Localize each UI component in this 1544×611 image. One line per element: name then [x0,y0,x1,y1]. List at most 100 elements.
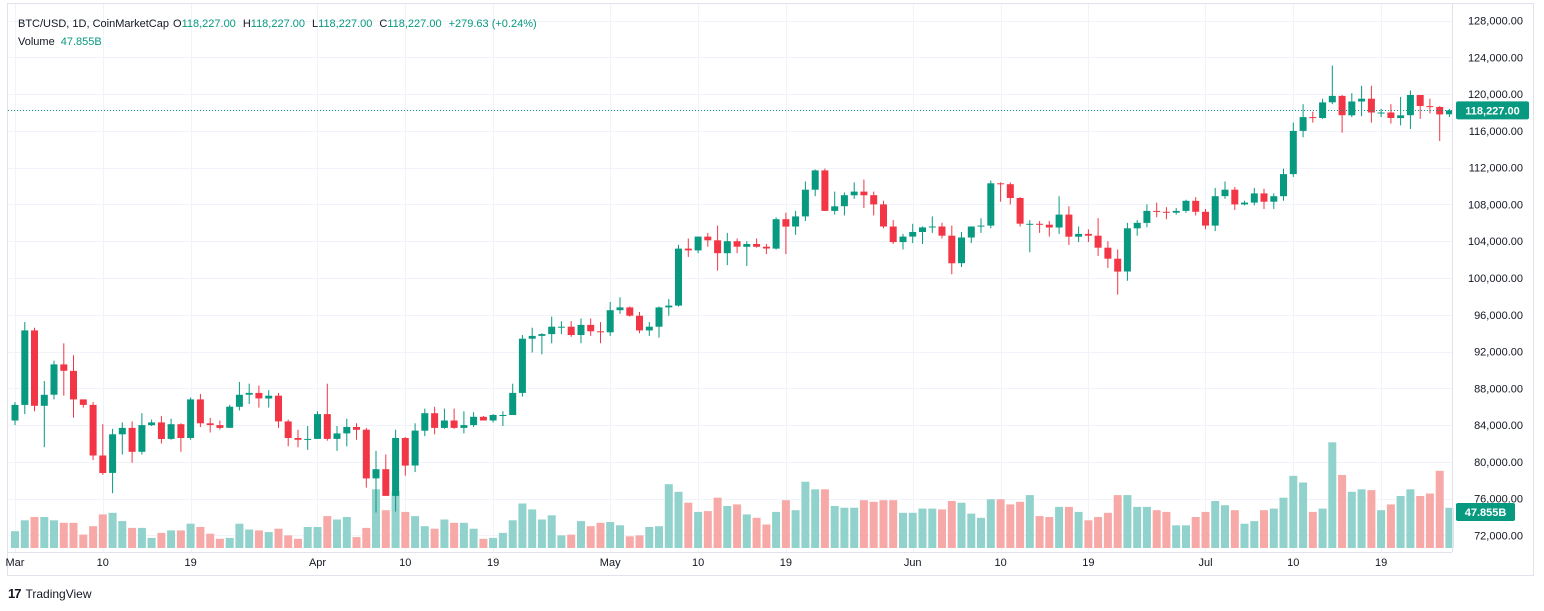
volume-bar [206,533,215,548]
volume-bar [440,519,449,548]
ohlc-legend: BTC/USD, 1D, CoinMarketCap O118,227.00 H11… [18,17,544,31]
volume-legend: Volume 47.855B [18,35,106,49]
candle [421,408,429,437]
volume-bar [479,538,488,548]
candle [294,429,302,448]
volume-bar [664,484,673,548]
candle [1133,220,1141,236]
candle-body [401,438,409,466]
candle [109,428,117,494]
close-key: C [379,18,388,30]
price-tick-label: 92,000.00 [1474,347,1523,359]
volume-bar [1367,490,1376,548]
candle [665,299,673,316]
candle [1319,98,1327,119]
volume-bar [840,507,849,548]
candle [1094,218,1102,256]
volume-bar [606,522,615,548]
candle-body [196,399,204,424]
volume-bar [547,515,556,548]
volume-bar [333,519,341,548]
candle-body [880,204,887,227]
time-tick-label: 10 [692,557,704,569]
candle [275,392,282,428]
price-tag-label: 118,227.00 [1465,105,1519,117]
candle-body [431,413,439,428]
candle-body [50,364,58,395]
candle [1211,187,1219,232]
volume-bar [801,481,810,548]
candle [79,399,87,408]
volume-bar [820,489,829,548]
candle-body [850,191,858,196]
volume-bar [59,522,68,548]
candle-body [528,335,536,339]
volume-bar [977,517,985,548]
candle [235,381,243,411]
volume-bar [986,499,995,548]
candle-body [1231,189,1239,205]
candle-body [548,326,556,335]
candle-body [148,422,156,426]
volume-bar [557,535,566,548]
volume-bar [1045,517,1054,548]
volume-bar [459,522,468,548]
candle-body [801,189,809,217]
candle [1162,207,1170,220]
candle-body [118,427,126,435]
volume-bar [50,520,58,548]
volume-bar [1338,475,1347,548]
candle-body [792,216,800,227]
volume-bar [1221,505,1229,548]
candle [1202,209,1209,230]
candle [538,333,546,355]
volume-bar [1289,475,1298,548]
candle-body [314,414,321,439]
candle-body [694,236,702,251]
volume-bar [1162,511,1171,548]
candle [684,238,692,257]
candle-body [626,307,634,316]
time-tick-label: 19 [780,557,792,569]
volume-bar [352,537,361,548]
volume-value: 47.855B [60,36,102,48]
price-tick-label: 120,000.00 [1468,89,1523,101]
chart-frame [7,3,1534,576]
candle-body [704,236,712,241]
candle-body [79,399,87,405]
volume-bar [372,489,380,548]
volume-bar [176,530,185,548]
volume-bar [118,521,127,548]
volume-bar [703,511,712,548]
candle-body [1387,112,1395,118]
volume-bar [674,491,683,548]
volume-bar [1133,506,1142,548]
candle [216,420,224,430]
candle [323,383,331,441]
candle-body [255,392,263,399]
candle-body [1055,214,1063,228]
volume-bar [1113,495,1122,548]
candle [431,406,439,435]
candle-body [1133,222,1141,229]
candle [548,316,556,344]
candle [1104,241,1112,268]
price-tick-label: 76,000.00 [1474,494,1523,506]
candle [597,322,604,344]
low-value: 118,227.00 [318,18,373,30]
symbol-label[interactable]: BTC/USD, 1D, CoinMarketCap [18,18,169,30]
tradingview-branding[interactable]: 17 TradingView [8,586,92,601]
volume-bar [1425,493,1434,548]
volume-bar [938,509,946,548]
volume-bar [772,511,781,548]
candle [655,306,663,338]
candle-body [1416,95,1424,106]
candle [792,210,800,235]
candle [284,419,292,447]
volume-bar [1035,516,1044,548]
volume-bar [40,517,49,548]
candle-body [1143,210,1151,223]
volume-label[interactable]: Volume [18,36,55,48]
candle [987,180,995,229]
